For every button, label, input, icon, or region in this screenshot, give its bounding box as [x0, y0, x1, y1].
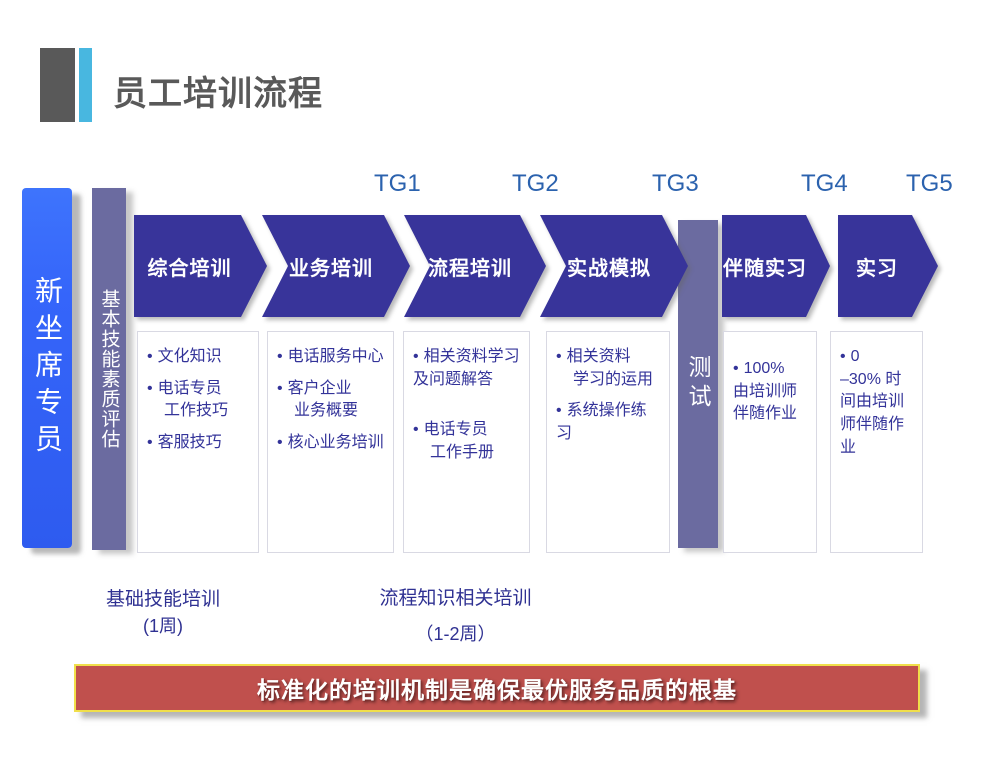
- tg-label-1: TG1: [374, 170, 421, 197]
- detail-box-3: • 相关资料学习及问题解答 • 电话专员 工作手册: [403, 331, 530, 553]
- stage-arrow-1-label: 综合培训: [147, 257, 232, 280]
- footnote-process-knowledge: 流程知识相关培训 （1-2周）: [358, 583, 553, 646]
- bullet-icon: •: [277, 348, 283, 365]
- bullet-item: • 电话服务中心: [277, 346, 385, 369]
- bullet-text: 客户企业: [287, 379, 352, 397]
- bullet-icon: •: [147, 348, 153, 365]
- bullet-text-continued: 工作技巧: [164, 402, 229, 420]
- tg-label-3: TG3: [652, 170, 699, 197]
- stage-arrow-4: 实战模拟: [540, 215, 688, 317]
- bullet-text: 系统操作练习: [556, 402, 647, 443]
- page-title: 员工培训流程: [113, 75, 323, 113]
- bullet-text: 文化知识: [157, 348, 222, 365]
- tg-label-2: TG2: [512, 170, 559, 197]
- detail-box-1: • 文化知识 • 电话专员 工作技巧 • 客服技巧: [137, 331, 259, 553]
- title-accent-dark-block: [40, 48, 75, 122]
- stage-arrow-1: 综合培训: [134, 215, 267, 317]
- bullet-text: 相关资料学习及问题解答: [413, 348, 520, 388]
- stage-arrow-5: 伴随实习: [722, 215, 830, 317]
- bullet-icon: •: [840, 348, 846, 365]
- tg-label-4: TG4: [801, 170, 848, 197]
- bullet-item: • 客户企业: [277, 378, 385, 401]
- bullet-text-continued: 由培训师伴随作业: [733, 382, 798, 423]
- footnote-process-knowledge-duration: （1-2周）: [415, 624, 496, 644]
- bullet-icon: •: [413, 421, 419, 439]
- stage-arrow-3: 流程培训: [404, 215, 546, 317]
- bullet-text: 相关资料: [566, 348, 631, 365]
- bullet-item: • 系统操作练习: [556, 400, 661, 445]
- bullet-text: 0: [850, 348, 860, 365]
- stage-arrow-2-label: 业务培训: [289, 257, 373, 280]
- stage-arrow-5-label: 伴随实习: [723, 257, 807, 280]
- detail-box-6: • 0 –30% 时间由培训师伴随作业: [830, 331, 923, 553]
- test-bar-label: 测试: [685, 355, 711, 413]
- bullet-item: • 相关资料学习及问题解答: [413, 346, 521, 391]
- role-bar-label: 新坐席专员: [32, 275, 63, 461]
- bottom-banner-text: 标准化的培训机制是确保最优服务品质的根基: [257, 677, 737, 703]
- stage-arrow-2: 业务培训: [262, 215, 410, 317]
- bullet-text: 客服技巧: [157, 434, 222, 452]
- bullet-text-continued: 业务概要: [294, 402, 359, 420]
- bottom-banner: 标准化的培训机制是确保最优服务品质的根基: [74, 664, 920, 712]
- assessment-bar: 基本技能素质评估: [92, 188, 126, 550]
- bullet-item: • 文化知识: [147, 346, 250, 369]
- bullet-text: 100%: [743, 360, 785, 377]
- footnote-basic-skills-title: 基础技能培训: [105, 589, 220, 610]
- stage-arrow-3-label: 流程培训: [428, 257, 512, 280]
- bullet-item: • 相关资料: [556, 346, 661, 369]
- bullet-icon: •: [147, 434, 153, 452]
- bullet-icon: •: [556, 402, 562, 420]
- role-bar-new-agent: 新坐席专员: [22, 188, 72, 548]
- bullet-icon: •: [413, 348, 419, 365]
- detail-box-5: • 100% 由培训师伴随作业: [723, 331, 817, 553]
- stage-arrow-6: 实习: [838, 215, 938, 317]
- detail-box-2: • 电话服务中心 • 客户企业 业务概要 • 核心业务培训: [267, 331, 394, 553]
- bullet-icon: •: [147, 379, 153, 397]
- bullet-text: 电话专员: [423, 421, 488, 439]
- tg-label-5: TG5: [906, 170, 953, 197]
- bullet-text: 核心业务培训: [287, 434, 384, 452]
- bullet-icon: •: [733, 360, 739, 377]
- bullet-item: • 客服技巧: [147, 432, 250, 455]
- stage-arrow-6-label: 实习: [856, 257, 898, 280]
- bullet-text-continued: –30% 时间由培训师伴随作业: [840, 370, 905, 456]
- bullet-item: • 100%: [733, 358, 808, 381]
- bullet-icon: •: [556, 348, 562, 365]
- bullet-text-continued: 学习的运用: [573, 370, 654, 388]
- footnote-basic-skills-duration: (1周): [143, 616, 183, 636]
- bullet-text-continued: 工作手册: [430, 444, 495, 462]
- test-bar: 测试: [678, 220, 718, 548]
- bullet-item: • 0: [840, 346, 914, 369]
- bullet-icon: •: [277, 379, 283, 397]
- stage-arrow-4-label: 实战模拟: [567, 257, 651, 280]
- bullet-item: • 电话专员: [147, 378, 250, 401]
- bullet-item: • 核心业务培训: [277, 432, 385, 455]
- detail-box-4: • 相关资料 学习的运用 • 系统操作练习: [546, 331, 670, 553]
- assessment-bar-label: 基本技能素质评估: [98, 289, 120, 449]
- bullet-text: 电话专员: [157, 379, 222, 397]
- footnote-process-knowledge-title: 流程知识相关培训: [379, 588, 532, 609]
- bullet-text: 电话服务中心: [287, 348, 384, 365]
- bullet-icon: •: [277, 434, 283, 452]
- title-accent-cyan-block: [79, 48, 92, 122]
- bullet-item: • 电话专员: [413, 419, 521, 442]
- footnote-basic-skills: 基础技能培训 (1周): [88, 584, 238, 638]
